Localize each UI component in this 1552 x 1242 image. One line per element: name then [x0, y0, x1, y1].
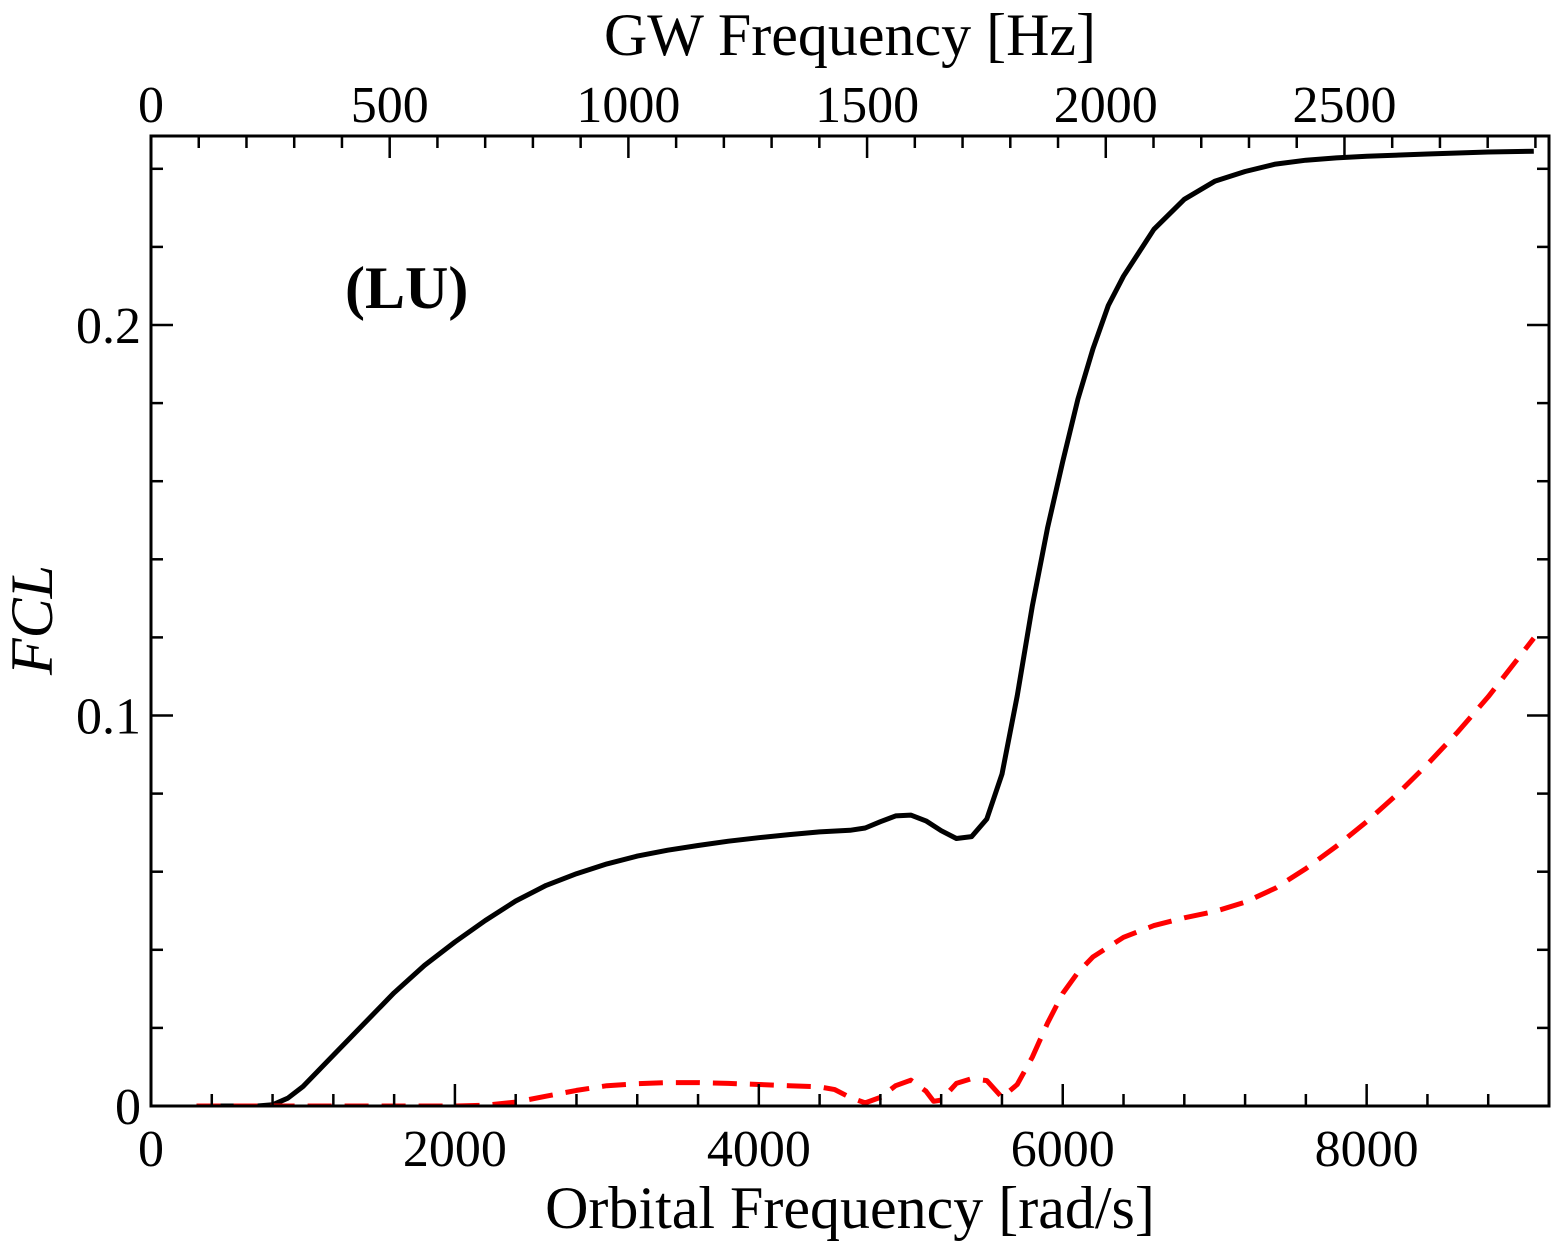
x-tick-label: 2000 — [403, 1121, 507, 1178]
x-tick-label: 6000 — [1011, 1121, 1115, 1178]
x-axis-title: Orbital Frequency [rad/s] — [545, 1175, 1155, 1241]
x2-tick-label: 1500 — [815, 77, 919, 134]
panel-annotation: (LU) — [345, 255, 468, 321]
x2-tick-label: 2500 — [1292, 77, 1396, 134]
x2-tick-label: 0 — [138, 77, 164, 134]
x-tick-label: 8000 — [1315, 1121, 1419, 1178]
x2-tick-label: 1000 — [576, 77, 680, 134]
series-layer — [196, 148, 1536, 1106]
y-tick-label: 0.2 — [76, 298, 141, 355]
x-tick-label: 0 — [138, 1121, 164, 1178]
y-tick-label: 0.1 — [76, 689, 141, 746]
x2-tick-label: 2000 — [1054, 77, 1158, 134]
x2-tick-label: 500 — [351, 77, 429, 134]
tick-labels-layer: 0 2000 4000 6000 8000 0 500 1000 1500 2000 2500 0 0.… — [76, 77, 1419, 1178]
ticks-layer — [149, 136, 1551, 1108]
series-dashed-red-line — [196, 636, 1536, 1106]
series-solid-black-line — [196, 148, 1534, 1106]
plot-frame — [149, 134, 1551, 1108]
plot-area — [196, 148, 1536, 1106]
x2-axis-title: GW Frequency [Hz] — [604, 2, 1096, 68]
y-axis-title: FCL — [0, 565, 65, 676]
y-tick-label: 0 — [115, 1079, 141, 1136]
x-tick-label: 4000 — [707, 1121, 811, 1178]
